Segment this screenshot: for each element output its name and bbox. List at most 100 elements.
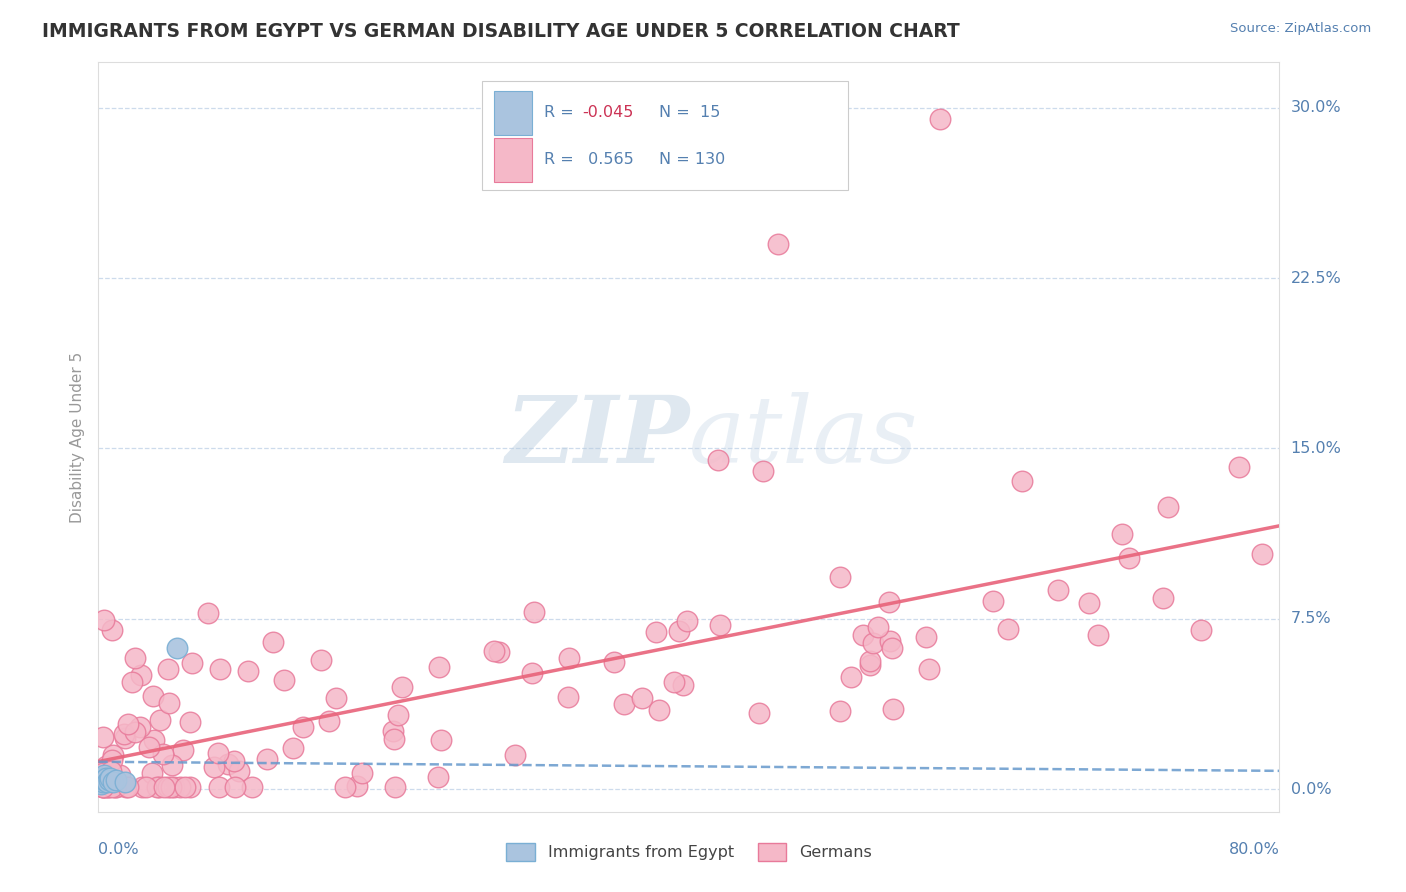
Point bbox=[1118, 551, 1140, 566]
Point bbox=[882, 702, 904, 716]
Text: 0.0%: 0.0% bbox=[98, 842, 139, 857]
Point bbox=[179, 780, 201, 794]
Point bbox=[91, 772, 114, 787]
Point bbox=[557, 690, 579, 705]
Point bbox=[131, 780, 153, 794]
Point bbox=[91, 766, 114, 780]
Point bbox=[752, 464, 775, 478]
Point bbox=[859, 657, 882, 672]
Text: atlas: atlas bbox=[689, 392, 918, 482]
Point bbox=[318, 714, 340, 728]
Point bbox=[138, 739, 160, 754]
Point bbox=[880, 640, 903, 655]
Point bbox=[124, 651, 146, 665]
Point bbox=[766, 237, 789, 252]
Point bbox=[97, 780, 120, 794]
Point bbox=[103, 747, 125, 762]
Point bbox=[929, 112, 952, 127]
Point bbox=[101, 623, 124, 637]
Point bbox=[146, 780, 169, 794]
Point bbox=[172, 743, 194, 757]
Point bbox=[346, 779, 368, 793]
Point bbox=[101, 753, 124, 767]
Point bbox=[114, 731, 136, 745]
Point bbox=[94, 759, 117, 773]
Point bbox=[676, 614, 699, 628]
Point bbox=[129, 719, 152, 733]
Point bbox=[1047, 582, 1070, 597]
Text: R =: R = bbox=[544, 105, 578, 120]
Point bbox=[748, 706, 770, 720]
Point bbox=[153, 780, 176, 794]
Point bbox=[859, 654, 882, 668]
Point bbox=[1087, 628, 1109, 642]
Text: 80.0%: 80.0% bbox=[1229, 842, 1279, 857]
Point bbox=[114, 775, 136, 789]
Point bbox=[93, 613, 115, 627]
FancyBboxPatch shape bbox=[482, 81, 848, 190]
Point bbox=[174, 780, 197, 794]
Point bbox=[163, 780, 186, 794]
Text: IMMIGRANTS FROM EGYPT VS GERMAN DISABILITY AGE UNDER 5 CORRELATION CHART: IMMIGRANTS FROM EGYPT VS GERMAN DISABILI… bbox=[42, 22, 960, 41]
Point bbox=[631, 691, 654, 706]
Point bbox=[862, 636, 884, 650]
Y-axis label: Disability Age Under 5: Disability Age Under 5 bbox=[69, 351, 84, 523]
Text: 30.0%: 30.0% bbox=[1291, 101, 1341, 115]
Point bbox=[91, 780, 114, 794]
Text: 15.0%: 15.0% bbox=[1291, 441, 1341, 456]
Point bbox=[522, 665, 544, 680]
Point bbox=[96, 775, 118, 789]
Point bbox=[112, 727, 135, 741]
Point bbox=[224, 754, 246, 768]
Text: 7.5%: 7.5% bbox=[1291, 611, 1331, 626]
Point bbox=[97, 772, 120, 787]
Point bbox=[197, 607, 219, 621]
Point bbox=[90, 777, 112, 791]
Text: 0.565: 0.565 bbox=[582, 153, 633, 168]
Point bbox=[97, 780, 120, 794]
Point bbox=[142, 733, 165, 747]
Point bbox=[427, 770, 450, 784]
Point bbox=[613, 697, 636, 711]
Point bbox=[382, 723, 405, 738]
Point bbox=[828, 570, 851, 584]
Point bbox=[208, 661, 231, 675]
Point bbox=[160, 780, 183, 794]
Point bbox=[645, 624, 668, 639]
Point bbox=[108, 768, 131, 782]
Point bbox=[152, 747, 174, 762]
Point bbox=[162, 757, 184, 772]
Point bbox=[100, 780, 122, 794]
Point bbox=[141, 765, 163, 780]
Legend: Immigrants from Egypt, Germans: Immigrants from Egypt, Germans bbox=[499, 836, 879, 867]
Point bbox=[90, 771, 112, 785]
Point bbox=[91, 780, 114, 794]
Text: ZIP: ZIP bbox=[505, 392, 689, 482]
Point bbox=[707, 452, 730, 467]
Point bbox=[918, 663, 941, 677]
Point bbox=[121, 675, 143, 690]
Point bbox=[877, 595, 900, 609]
Point bbox=[1011, 475, 1033, 489]
Text: -0.045: -0.045 bbox=[582, 105, 634, 120]
Point bbox=[430, 733, 453, 747]
Point bbox=[384, 780, 406, 794]
Point bbox=[129, 667, 152, 681]
Point bbox=[256, 752, 278, 766]
Point bbox=[325, 691, 347, 706]
Point bbox=[915, 631, 938, 645]
Point bbox=[94, 771, 117, 785]
Point bbox=[1189, 623, 1212, 637]
Point bbox=[672, 677, 695, 691]
Point bbox=[89, 775, 111, 789]
Point bbox=[124, 725, 146, 739]
Point bbox=[149, 713, 172, 727]
Point bbox=[1152, 591, 1174, 605]
Text: R =: R = bbox=[544, 153, 578, 168]
Point bbox=[557, 650, 579, 665]
Point bbox=[839, 670, 862, 684]
Point bbox=[93, 772, 115, 787]
Point bbox=[117, 780, 139, 794]
Point bbox=[273, 673, 295, 687]
Point bbox=[115, 780, 138, 794]
